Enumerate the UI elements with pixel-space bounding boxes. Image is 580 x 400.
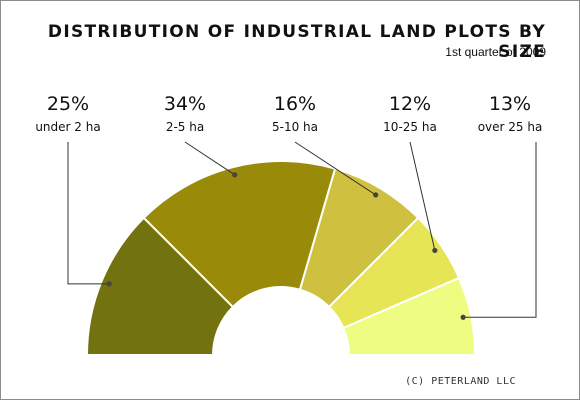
leader-dot-4 — [432, 247, 438, 254]
value-label-3: 16% — [274, 93, 316, 115]
category-label-1: under 2 ha — [35, 120, 100, 134]
value-label-4: 12% — [389, 93, 431, 115]
category-label-5: over 25 ha — [478, 120, 543, 134]
leader-line-3 — [294, 141, 376, 196]
labels-group: 25% under 2 ha 34% 2-5 ha 16% 5-10 ha 12% 10-25… — [35, 93, 542, 134]
category-label-3: 5-10 ha — [272, 120, 318, 134]
leader-dot-3 — [373, 192, 379, 198]
leader-dot-5 — [460, 314, 466, 320]
credit-text: (C) PETERLAND LLC — [405, 376, 516, 387]
leader-line-1 — [67, 142, 110, 285]
category-label-2: 2-5 ha — [166, 120, 204, 134]
value-label-2: 34% — [164, 93, 206, 115]
leaders-group — [67, 141, 537, 320]
leader-line-5 — [463, 142, 537, 318]
slices-group — [85, 160, 477, 356]
value-label-5: 13% — [489, 93, 531, 115]
leader-line-2 — [184, 141, 236, 176]
leader-dot-2 — [232, 172, 238, 178]
slice-2 — [142, 160, 337, 309]
leader-line-4 — [409, 141, 436, 251]
slice-1 — [85, 216, 235, 356]
chart-title: DISTRIBUTION OF INDUSTRIAL LAND PLOTS BY… — [47, 22, 546, 62]
category-label-4: 10-25 ha — [383, 120, 437, 134]
value-label-1: 25% — [47, 93, 89, 115]
leader-dot-1 — [106, 281, 112, 287]
slice-5 — [342, 276, 477, 356]
chart-subtitle: 1st quarter of 2009 — [445, 45, 546, 59]
